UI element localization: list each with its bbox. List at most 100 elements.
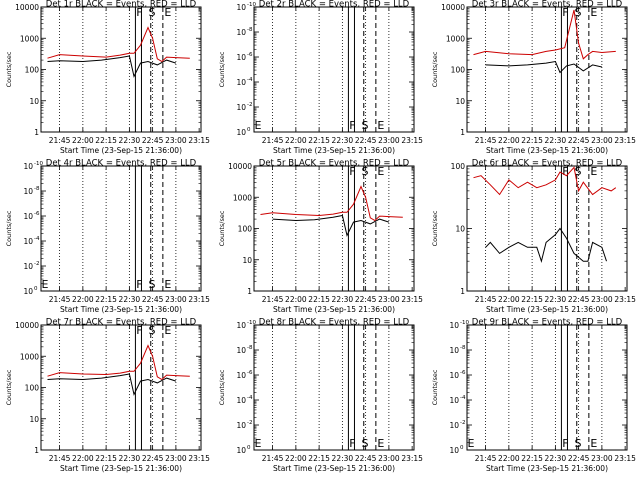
x-tick-label: 21:45 <box>262 454 284 463</box>
y-tick-label: 10 <box>236 128 246 137</box>
x-tick-label: 22:00 <box>285 136 307 145</box>
x-tick-label: 22:00 <box>285 454 307 463</box>
y-tick-label: 1000 <box>233 193 252 202</box>
x-tick-label: 21:45 <box>475 136 497 145</box>
panel-title: Det 9r BLACK = Events, RED = LLD <box>472 318 623 328</box>
marker-label-e: E <box>164 6 171 19</box>
y-tick-exponent: 0 <box>247 127 251 133</box>
marker-label-s: S <box>148 324 155 337</box>
y-tick-label: 1 <box>460 128 465 137</box>
y-tick-exponent: -8 <box>247 27 253 33</box>
panel-title: Det 7r BLACK = Events, RED = LLD <box>46 318 197 328</box>
marker-label-s: S <box>361 119 368 132</box>
y-tick-label: 10 <box>449 396 459 405</box>
y-tick-exponent: -8 <box>34 186 40 192</box>
y-axis-label: Counts/sec <box>218 51 226 87</box>
x-tick-label: 22:45 <box>142 295 164 304</box>
marker-label-s: S <box>574 6 581 19</box>
y-tick-exponent: -6 <box>247 52 253 58</box>
x-axis-label: Start Time (23-Sep-15 21:36:00) <box>60 146 182 155</box>
x-tick-label: 22:15 <box>95 295 117 304</box>
x-tick-label: 22:30 <box>119 295 141 304</box>
y-tick-label: 10 <box>449 371 459 380</box>
x-tick-label: 22:45 <box>568 136 590 145</box>
x-tick-label: 21:45 <box>49 136 71 145</box>
y-tick-exponent: -8 <box>247 345 253 351</box>
plot-frame <box>253 165 415 292</box>
y-tick-label: 10 <box>29 97 39 106</box>
y-tick-label: 10 <box>236 78 246 87</box>
marker-label-s: S <box>574 437 581 450</box>
y-tick-label: 100 <box>451 66 466 75</box>
x-tick-label: 22:00 <box>498 454 520 463</box>
x-tick-label: 23:15 <box>401 295 423 304</box>
y-tick-label: 10 <box>449 421 459 430</box>
y-tick-label: 1000 <box>446 34 465 43</box>
x-tick-label: 22:15 <box>95 136 117 145</box>
x-tick-label: 23:00 <box>165 136 187 145</box>
x-axis-label: Start Time (23-Sep-15 21:36:00) <box>486 464 608 473</box>
x-tick-label: 23:00 <box>591 295 613 304</box>
x-axis-label: Start Time (23-Sep-15 21:36:00) <box>273 464 395 473</box>
y-tick-exponent: -2 <box>247 102 252 108</box>
marker-label-s: S <box>148 278 155 291</box>
y-tick-label: 10 <box>23 187 33 196</box>
x-tick-label: 22:15 <box>308 295 330 304</box>
panel-title: Det 8r BLACK = Events, RED = LLD <box>259 318 410 328</box>
x-tick-label: 22:30 <box>332 295 354 304</box>
marker-label-f: F <box>562 437 568 450</box>
x-tick-label: 22:45 <box>568 295 590 304</box>
y-tick-label: 10 <box>236 53 246 62</box>
plot-frame <box>40 324 202 451</box>
y-tick-label: 10 <box>236 346 246 355</box>
marker-label-s: S <box>361 165 368 178</box>
x-tick-label: 22:30 <box>545 295 567 304</box>
y-axis-label: Counts/sec <box>431 51 439 87</box>
x-tick-label: 22:15 <box>521 295 543 304</box>
marker-label-e: E <box>377 119 384 132</box>
detector-panel-6: Det 6r BLACK = Events, RED = LLD Counts/s… <box>431 159 636 315</box>
x-tick-label: 23:00 <box>378 136 400 145</box>
x-tick-label: 23:15 <box>188 136 210 145</box>
y-tick-label: 10 <box>449 321 459 330</box>
x-tick-label: 21:45 <box>262 136 284 145</box>
x-tick-label: 22:30 <box>332 454 354 463</box>
series-events-black <box>272 214 390 237</box>
x-tick-label: 22:30 <box>119 136 141 145</box>
detector-panel-9: Det 9r BLACK = Events, RED = LLD Counts/s… <box>431 318 636 474</box>
x-tick-label: 22:00 <box>498 295 520 304</box>
x-tick-label: 22:00 <box>285 295 307 304</box>
panel-title: Det 6r BLACK = Events, RED = LLD <box>472 159 623 169</box>
x-tick-label: 23:00 <box>591 136 613 145</box>
plot-frame <box>466 165 628 292</box>
x-tick-label: 22:30 <box>332 136 354 145</box>
x-tick-label: 23:15 <box>188 454 210 463</box>
marker-label-e-left: E <box>42 278 49 291</box>
y-tick-label: 10 <box>23 237 33 246</box>
y-tick-exponent: -2 <box>34 261 39 267</box>
y-tick-label: 10 <box>455 97 465 106</box>
y-tick-label: 10000 <box>441 3 465 12</box>
y-tick-label: 10 <box>236 321 246 330</box>
marker-label-s: S <box>148 6 155 19</box>
y-tick-label: 10000 <box>228 162 252 171</box>
marker-label-e: E <box>590 165 597 178</box>
y-tick-exponent: -6 <box>34 211 40 217</box>
y-tick-exponent: 0 <box>460 445 464 451</box>
marker-label-s: S <box>574 165 581 178</box>
y-tick-label: 1 <box>34 446 39 455</box>
y-tick-exponent: -2 <box>247 420 252 426</box>
x-tick-label: 22:30 <box>119 454 141 463</box>
panel-title: Det 2r BLACK = Events, RED = LLD <box>259 0 410 10</box>
marker-label-e-left: E <box>255 119 262 132</box>
x-tick-label: 22:00 <box>72 454 94 463</box>
marker-label-e: E <box>377 165 384 178</box>
y-tick-exponent: -10 <box>247 2 256 8</box>
y-tick-label: 100 <box>451 162 466 171</box>
x-tick-label: 23:00 <box>378 295 400 304</box>
panel-title: Det 5r BLACK = Events, RED = LLD <box>259 159 410 169</box>
x-tick-label: 21:45 <box>262 295 284 304</box>
x-tick-label: 23:15 <box>614 136 636 145</box>
x-tick-label: 21:45 <box>475 295 497 304</box>
